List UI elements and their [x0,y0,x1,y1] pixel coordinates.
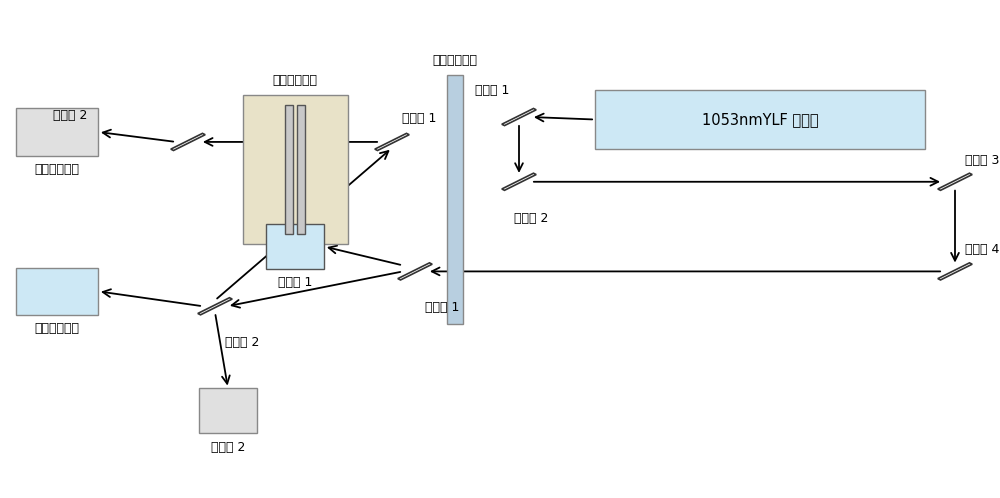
Polygon shape [171,133,205,150]
Text: 大口径标准镜: 大口径标准镜 [432,54,478,67]
Bar [199,388,257,433]
Polygon shape [502,173,536,190]
Polygon shape [375,133,409,150]
Polygon shape [502,109,536,125]
Text: 反射镜 4: 反射镜 4 [965,244,999,256]
Bar [297,105,305,234]
Text: 潜望镜 1: 潜望镜 1 [402,112,436,124]
Text: 晶体自准直仪: 晶体自准直仪 [34,163,80,176]
Bar [16,108,98,155]
Text: 1053nmYLF 激光器: 1053nmYLF 激光器 [702,112,818,127]
Bar [16,268,98,315]
Text: 晶体支撑机构: 晶体支撑机构 [272,74,318,87]
Text: 反射镜 3: 反射镜 3 [965,154,999,167]
Polygon shape [938,173,972,190]
Polygon shape [938,263,972,280]
Polygon shape [198,298,232,315]
Text: 激光自准直仪: 激光自准直仪 [34,323,80,336]
Text: 分光镜 1: 分光镜 1 [425,301,459,314]
Text: 分光镜 2: 分光镜 2 [225,336,259,349]
Bar [266,224,324,269]
Text: 能量计 1: 能量计 1 [278,276,312,289]
Bar [595,90,925,149]
Polygon shape [398,263,432,280]
Text: 反射镜 2: 反射镜 2 [514,212,548,225]
Bar [285,105,293,234]
Text: 能量计 2: 能量计 2 [211,441,245,454]
Text: 潜望镜 2: 潜望镜 2 [53,109,87,122]
Bar [447,75,463,324]
Text: 反射镜 1: 反射镜 1 [475,84,509,97]
Bar [242,95,348,244]
